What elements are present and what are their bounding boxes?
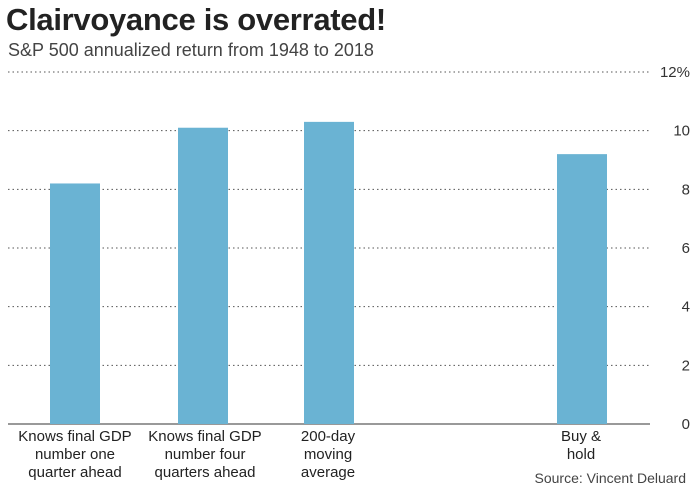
- y-tick-label: 0: [682, 416, 690, 433]
- y-tick-label: 8: [682, 181, 690, 198]
- bar-buy-and-hold: [557, 154, 607, 424]
- category-label-gdp-one-quarter: Knows final GDP number one quarter ahead: [18, 428, 132, 481]
- y-tick-label: 6: [682, 240, 690, 257]
- category-label-gdp-four-quarters: Knows final GDP number four quarters ahe…: [148, 428, 262, 481]
- bar-moving-average: [304, 121, 354, 424]
- y-tick-label: 10: [673, 123, 690, 140]
- y-tick-label: 4: [682, 299, 690, 316]
- chart-subtitle: S&P 500 annualized return from 1948 to 2…: [8, 40, 374, 60]
- y-tick-label: 12%: [660, 64, 690, 81]
- source-note: Source: Vincent Deluard: [534, 470, 687, 486]
- bar-gdp-one-quarter: [50, 183, 100, 424]
- y-tick-label: 2: [682, 357, 690, 374]
- category-label-moving-average: 200-day moving average: [300, 428, 356, 481]
- category-label-buy-and-hold: Buy & hold: [560, 428, 602, 463]
- chart-title: Clairvoyance is overrated!: [6, 2, 386, 37]
- bar-gdp-four-quarters: [178, 127, 228, 424]
